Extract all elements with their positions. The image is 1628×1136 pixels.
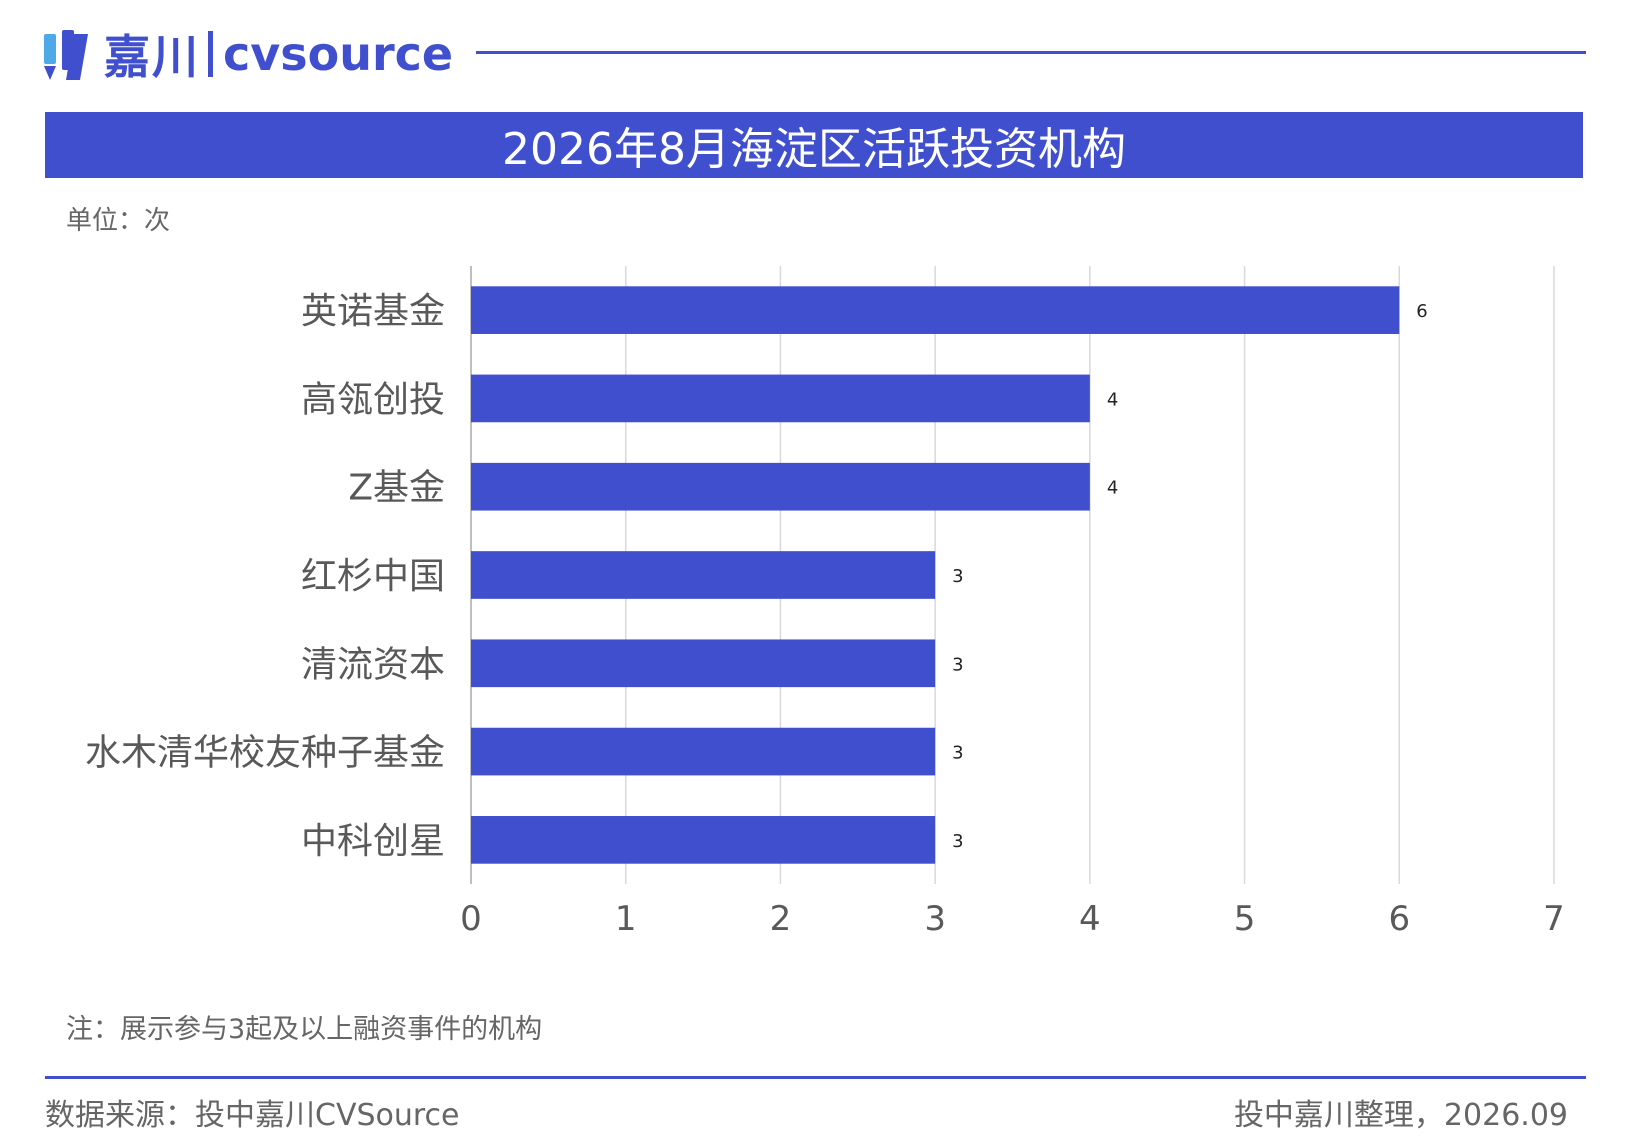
category-label: 红杉中国 bbox=[301, 556, 445, 597]
bar bbox=[471, 816, 936, 864]
chart-title: 2026年8月海淀区活跃投资机构 bbox=[45, 112, 1583, 178]
compiled-by: 投中嘉川整理，2026.09 bbox=[1233, 1098, 1568, 1133]
x-tick-label: 7 bbox=[1543, 899, 1565, 939]
logo-english-name: cvsource bbox=[223, 27, 454, 81]
x-tick-label: 2 bbox=[770, 899, 792, 939]
bar bbox=[471, 551, 936, 599]
bar bbox=[471, 374, 1090, 423]
x-tick-label: 0 bbox=[460, 899, 482, 939]
bar bbox=[471, 286, 1400, 334]
x-tick-label: 1 bbox=[615, 899, 637, 939]
data-label: 3 bbox=[952, 654, 963, 675]
category-label: 高瓴创投 bbox=[301, 379, 445, 420]
category-label: 中科创星 bbox=[301, 821, 445, 862]
bar bbox=[471, 462, 1090, 511]
category-label: Z基金 bbox=[348, 468, 445, 509]
category-label: 水木清华校友种子基金 bbox=[85, 733, 445, 774]
data-label: 4 bbox=[1107, 478, 1118, 499]
logo-divider bbox=[208, 31, 213, 77]
x-tick-label: 6 bbox=[1388, 899, 1410, 939]
category-label: 英诺基金 bbox=[301, 291, 445, 332]
data-label: 3 bbox=[952, 743, 963, 764]
bar bbox=[471, 727, 936, 776]
bar-chart: 0 1 2 3 4 5 6 7 英诺基金 6 高瓴创投 4 Z基金 4 红杉中国 3 清流资本 3 水木清华校友种子… bbox=[85, 266, 1565, 939]
x-tick-label: 4 bbox=[1079, 899, 1101, 939]
x-tick-label: 3 bbox=[924, 899, 946, 939]
unit-label: 单位：次 bbox=[66, 206, 171, 236]
data-label: 6 bbox=[1416, 301, 1427, 322]
footer-rule bbox=[45, 1076, 1586, 1079]
data-label: 3 bbox=[952, 831, 963, 852]
chart-note: 注：展示参与3起及以上融资事件的机构 bbox=[66, 1014, 543, 1045]
data-label: 3 bbox=[952, 566, 963, 587]
bar bbox=[471, 639, 936, 688]
cvsource-logo-icon bbox=[44, 30, 88, 80]
logo-chinese-name: 嘉川 bbox=[104, 30, 200, 84]
brand-logo: 嘉川 cvsource bbox=[40, 22, 453, 86]
x-tick-label: 5 bbox=[1234, 899, 1256, 939]
header-rule bbox=[476, 51, 1586, 54]
data-label: 4 bbox=[1107, 389, 1118, 410]
category-label: 清流资本 bbox=[301, 644, 445, 685]
data-source: 数据来源：投中嘉川CVSource bbox=[45, 1098, 460, 1133]
